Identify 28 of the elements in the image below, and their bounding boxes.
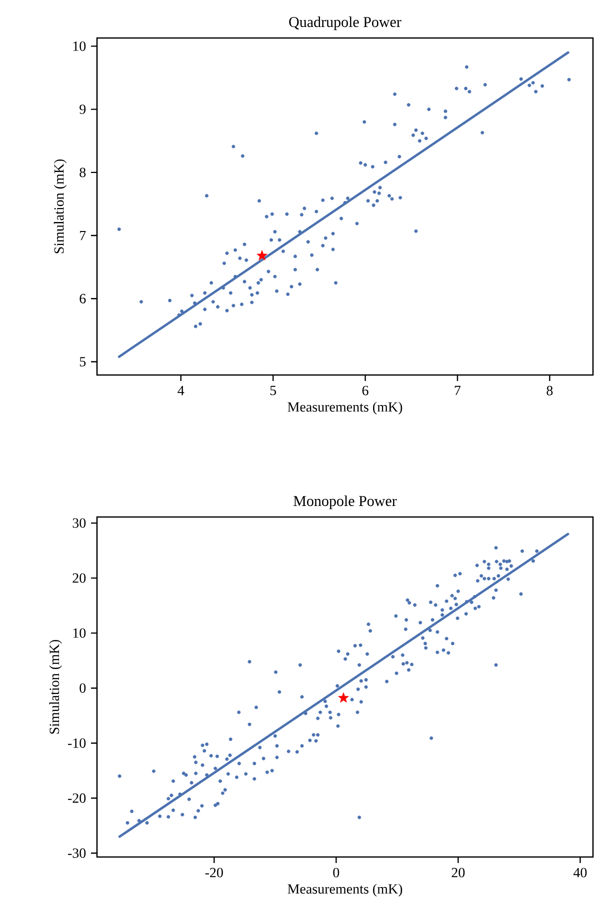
y-tick-label: -10 — [68, 738, 86, 748]
y-tick-label: 30 — [72, 518, 86, 528]
y-axis-title: Simulation (mK) — [54, 159, 67, 254]
x-axis-title: Measurements (mK) — [288, 884, 402, 897]
chart-title: Quadrupole Power — [289, 16, 402, 30]
x-tick-label: 5 — [270, 386, 276, 396]
y-axis-title: Simulation (mK) — [49, 640, 62, 734]
y-tick-label: 5 — [80, 357, 86, 366]
y-tick-label: 9 — [80, 104, 86, 114]
x-tick-label: 20 — [452, 868, 465, 878]
x-tick-label: 6 — [362, 386, 368, 396]
y-tick-label: 10 — [73, 628, 86, 638]
x-tick-label: 0 — [333, 868, 340, 878]
y-tick-label: 7 — [80, 230, 86, 240]
y-tick-label: 20 — [72, 573, 86, 583]
y-tick-label: 8 — [80, 168, 86, 178]
chart-title: Monopole Power — [294, 496, 397, 510]
y-tick-label: 10 — [73, 41, 86, 51]
y-tick-label: 0 — [80, 683, 86, 693]
x-tick-label: 4 — [178, 386, 184, 396]
x-axis-title: Measurements (mK) — [288, 402, 402, 415]
y-tick-label: 6 — [80, 294, 86, 304]
x-tick-label: 7 — [454, 386, 461, 396]
x-tick-label: 40 — [573, 868, 587, 878]
y-tick-label: -20 — [68, 793, 86, 803]
x-tick-label: -20 — [205, 868, 223, 878]
y-tick-label: -30 — [68, 848, 86, 858]
x-tick-label: 8 — [546, 386, 553, 396]
